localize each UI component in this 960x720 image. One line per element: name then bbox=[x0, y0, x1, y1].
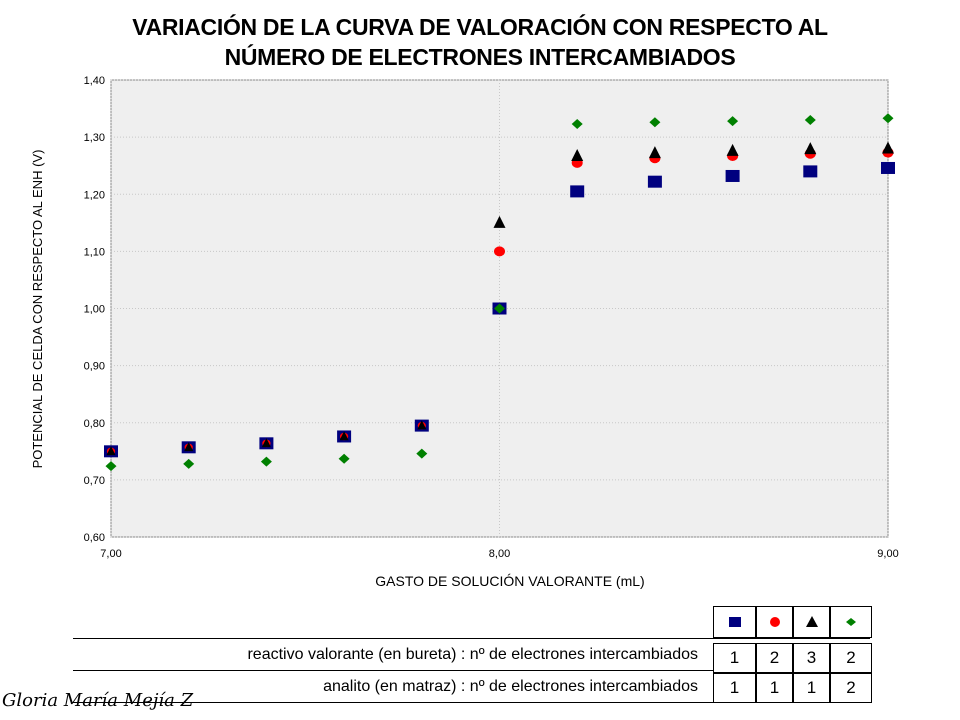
data-point-square bbox=[725, 169, 740, 182]
data-point-square bbox=[803, 165, 818, 178]
legend-marker-square bbox=[728, 617, 741, 627]
y-tick-label: 1,40 bbox=[84, 75, 105, 87]
triangle-icon bbox=[805, 616, 818, 627]
data-point-square bbox=[881, 161, 895, 174]
legend-rule-middle bbox=[73, 670, 870, 671]
legend-row-titrant-label: reactivo valorante (en bureta) : nº de e… bbox=[247, 646, 698, 663]
data-point-diamond bbox=[260, 456, 272, 467]
y-tick-label: 1,20 bbox=[84, 189, 105, 201]
x-axis-label: GASTO DE SOLUCIÓN VALORANTE (mL) bbox=[375, 573, 645, 589]
data-point-triangle bbox=[261, 438, 271, 448]
legend-marker-diamond bbox=[846, 618, 856, 626]
diamond-icon bbox=[846, 618, 856, 626]
data-point-square bbox=[647, 175, 662, 188]
legend-rule-top bbox=[73, 638, 870, 639]
data-point-diamond bbox=[494, 303, 505, 314]
legend-titrant-electrons: 3 bbox=[793, 643, 830, 673]
data-point-triangle bbox=[417, 420, 427, 430]
y-tick-label: 1,10 bbox=[84, 246, 105, 258]
data-point-square bbox=[570, 185, 585, 198]
chart-title: VARIACIÓN DE LA CURVA DE VALORACIÓN CON … bbox=[0, 12, 960, 72]
legend-marker-circle bbox=[769, 617, 780, 627]
data-point-triangle bbox=[804, 142, 817, 155]
legend-analyte-electrons: 1 bbox=[713, 673, 756, 703]
data-point-triangle bbox=[726, 143, 739, 156]
y-tick-label: 1,30 bbox=[84, 132, 105, 144]
legend-marker-cell bbox=[756, 606, 793, 638]
data-point-triangle bbox=[339, 431, 349, 441]
data-point-triangle bbox=[493, 215, 506, 228]
x-tick-label: 9,00 bbox=[877, 548, 898, 560]
legend-rule-bottom bbox=[73, 702, 870, 703]
data-point-diamond bbox=[183, 458, 195, 469]
x-tick-label: 8,00 bbox=[489, 548, 510, 560]
legend-titrant-electrons: 2 bbox=[830, 643, 872, 673]
data-point-diamond bbox=[882, 113, 894, 124]
legend-analyte-electrons: 2 bbox=[830, 673, 872, 703]
x-tick-label: 7,00 bbox=[100, 548, 121, 560]
data-point-circle bbox=[494, 246, 505, 257]
data-point-triangle bbox=[106, 446, 116, 456]
chart-title-line-1: VARIACIÓN DE LA CURVA DE VALORACIÓN CON … bbox=[132, 14, 828, 40]
data-point-diamond bbox=[649, 117, 661, 128]
y-tick-label: 0,90 bbox=[84, 361, 105, 373]
legend-row-analyte-label: analito (en matraz) : nº de electrones i… bbox=[323, 678, 698, 695]
legend-marker-triangle bbox=[805, 616, 818, 627]
y-tick-label: 1,00 bbox=[84, 304, 105, 316]
data-point-triangle bbox=[648, 146, 661, 159]
circle-icon bbox=[769, 617, 780, 627]
y-tick-label: 0,80 bbox=[84, 418, 105, 430]
chart-title-line-2: NÚMERO DE ELECTRONES INTERCAMBIADOS bbox=[224, 44, 736, 70]
legend-analyte-electrons: 1 bbox=[793, 673, 830, 703]
data-point-diamond bbox=[416, 448, 428, 459]
y-tick-label: 0,60 bbox=[84, 532, 105, 544]
legend-titrant-electrons: 1 bbox=[713, 643, 756, 673]
square-icon bbox=[728, 617, 741, 627]
y-tick-label: 0,70 bbox=[84, 475, 105, 487]
data-point-diamond bbox=[338, 453, 350, 464]
legend-marker-cell bbox=[830, 606, 872, 638]
data-point-triangle bbox=[184, 442, 194, 452]
data-point-diamond bbox=[105, 461, 117, 472]
data-point-diamond bbox=[804, 114, 816, 125]
legend-titrant-electrons: 2 bbox=[756, 643, 793, 673]
legend-marker-cell bbox=[713, 606, 756, 638]
data-point-diamond bbox=[727, 116, 739, 127]
legend-marker-cell bbox=[793, 606, 830, 638]
data-point-diamond bbox=[571, 118, 583, 129]
data-point-triangle bbox=[882, 141, 894, 154]
data-point-triangle bbox=[571, 148, 584, 161]
legend-analyte-electrons: 1 bbox=[756, 673, 793, 703]
y-axis-label: POTENCIAL DE CELDA CON RESPECTO AL ENH (… bbox=[30, 149, 45, 469]
author-signature: Gloria María Mejía Z bbox=[2, 690, 194, 711]
